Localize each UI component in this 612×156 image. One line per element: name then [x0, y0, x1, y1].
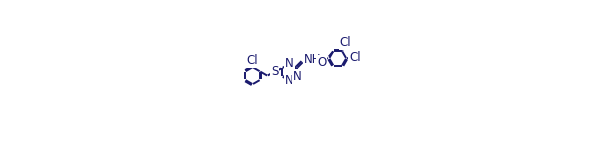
Text: Cl: Cl	[247, 54, 258, 67]
Text: S: S	[271, 65, 278, 78]
Text: O: O	[317, 56, 326, 69]
Text: NH: NH	[304, 54, 321, 66]
Text: N: N	[285, 57, 294, 70]
Text: N: N	[285, 74, 294, 87]
Text: Cl: Cl	[349, 51, 360, 64]
Text: N: N	[293, 70, 301, 83]
Text: Cl: Cl	[340, 36, 351, 49]
